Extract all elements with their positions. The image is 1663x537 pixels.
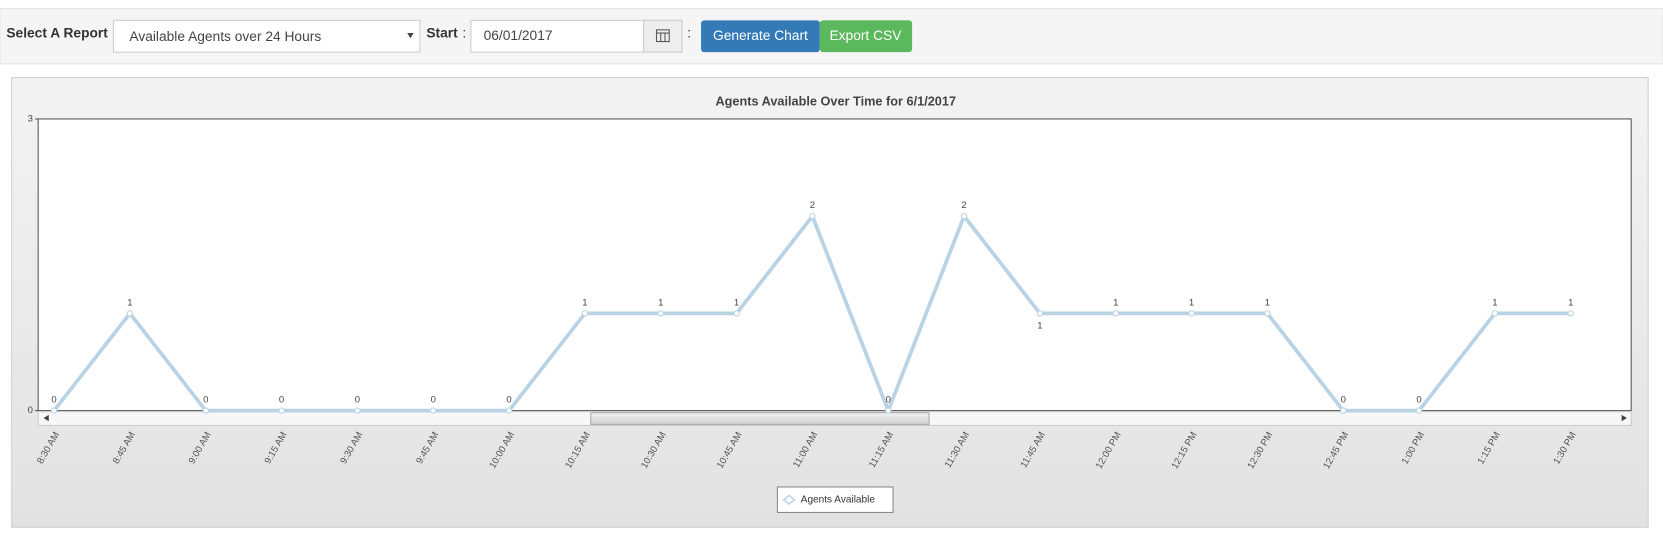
point-label: 1: [582, 297, 587, 308]
point: [505, 407, 513, 414]
scroll-right[interactable]: [1621, 414, 1627, 422]
point-label: 1: [1568, 297, 1573, 308]
generate-label: Generate Chart: [713, 28, 808, 43]
point: [657, 310, 664, 317]
point: [1188, 310, 1195, 317]
legend-icon: [782, 494, 796, 505]
point: [1491, 310, 1499, 317]
date-value: 06/01/2017: [484, 28, 553, 43]
point: [960, 212, 968, 220]
point-label: 0: [355, 395, 360, 406]
point-label: 0: [279, 395, 284, 406]
point: [278, 407, 285, 414]
point: [733, 310, 740, 317]
point-label: 1: [1265, 297, 1270, 308]
point: [354, 407, 361, 414]
plot-area: [37, 118, 1632, 412]
y-tick-label: 0: [28, 405, 33, 416]
point: [50, 407, 58, 414]
scroll-left[interactable]: [43, 414, 49, 422]
export-button[interactable]: [819, 20, 913, 53]
point-label: 0: [1416, 395, 1421, 406]
legend-label: Agents Available: [801, 494, 876, 505]
point: [126, 310, 134, 317]
point: [202, 407, 209, 414]
point-label: 0: [431, 395, 436, 406]
point-label: 0: [1341, 395, 1346, 406]
point: [885, 407, 892, 414]
point-label: 0: [51, 395, 56, 406]
report-select[interactable]: [112, 19, 421, 53]
y-tick-label: 3: [28, 113, 33, 124]
report-label: Select A Report: [6, 26, 108, 41]
calendar-icon: [655, 29, 670, 43]
point-label: 1: [1113, 297, 1118, 308]
chart-title: Agents Available Over Time for 6/1/2017: [715, 93, 956, 108]
point: [809, 212, 816, 220]
point: [1264, 310, 1271, 317]
point: [430, 407, 437, 414]
point-label: 1: [1189, 297, 1194, 308]
point-label: 0: [506, 395, 511, 406]
point-label: 0: [886, 395, 891, 406]
point: [1415, 407, 1423, 414]
start-label: Start: [426, 26, 458, 41]
legend: [776, 486, 894, 513]
point-label: 2: [810, 200, 815, 211]
date-sep: :: [687, 26, 691, 41]
point-label: 2: [961, 200, 966, 211]
point-label: 1: [1492, 297, 1497, 308]
report-selected: Available Agents over 24 Hours: [129, 29, 321, 44]
point-label: 0: [203, 395, 208, 406]
point-label: 1: [734, 297, 739, 308]
select-arrow: [407, 33, 414, 39]
calendar-button[interactable]: [643, 19, 683, 53]
point: [1340, 407, 1347, 414]
point: [1567, 310, 1574, 317]
start-sep: :: [462, 26, 466, 41]
export-label: Export CSV: [829, 28, 902, 43]
scroll-thumb[interactable]: [590, 412, 930, 425]
point-label: 1: [127, 297, 132, 308]
point: [1036, 310, 1044, 317]
generate-button[interactable]: [701, 20, 820, 53]
point-label: 1: [658, 297, 663, 308]
point: [581, 310, 589, 317]
point: [1112, 310, 1119, 317]
point-label: 1: [1037, 321, 1042, 332]
